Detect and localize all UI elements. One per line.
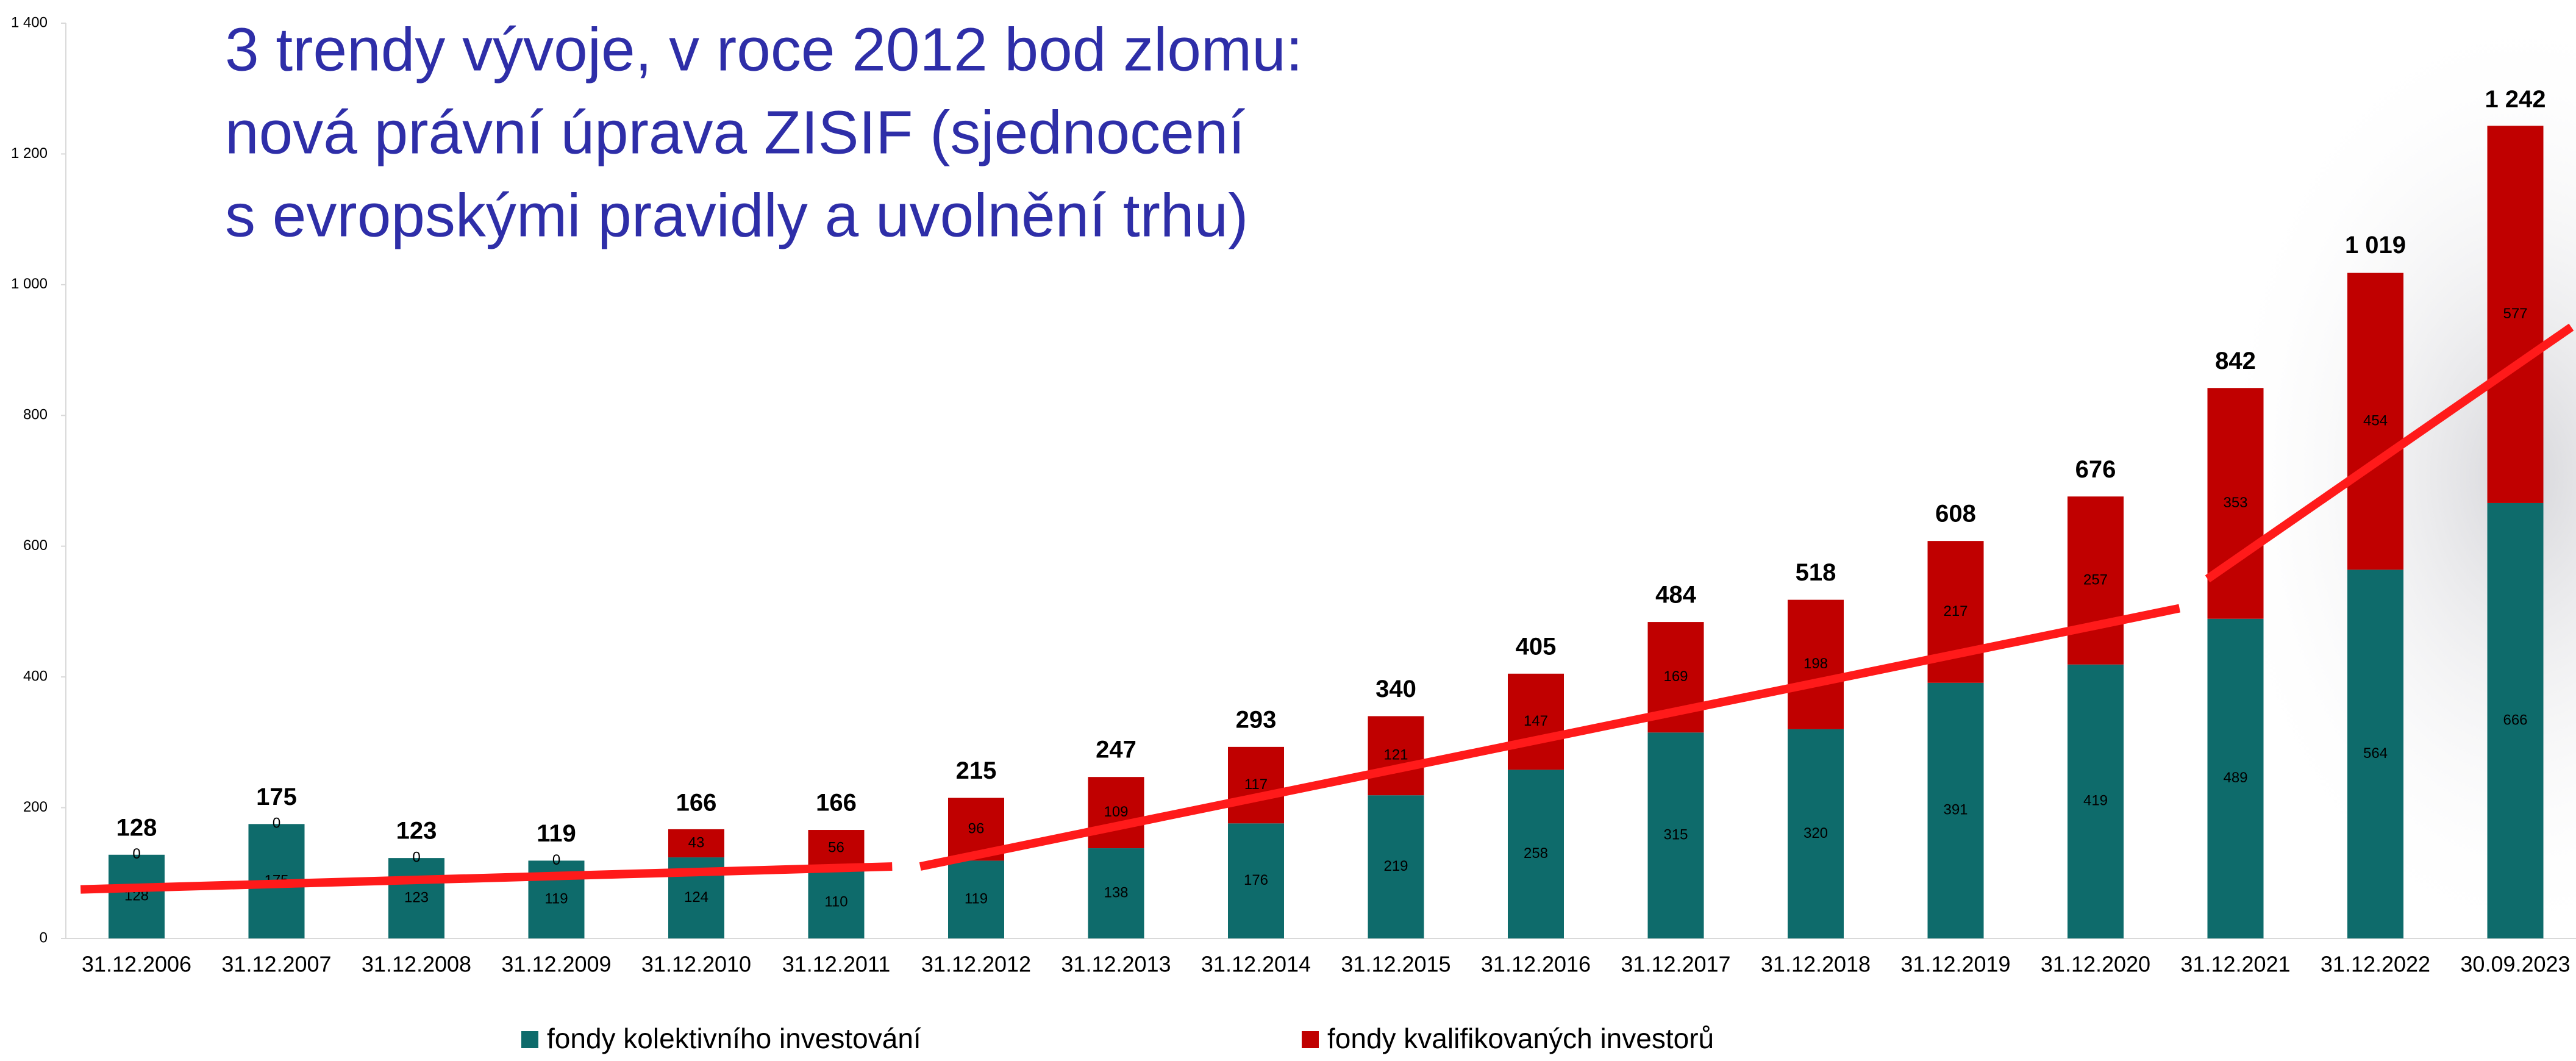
x-tick-label: 31.12.2018	[1761, 952, 1871, 977]
segment-label: 666	[2503, 712, 2527, 728]
x-tick-label: 31.12.2014	[1201, 952, 1311, 977]
segment-label: 320	[1804, 825, 1828, 841]
x-tick-label: 31.12.2009	[501, 952, 611, 977]
y-tick-label: 1 400	[11, 14, 48, 30]
segment-label: 577	[2503, 305, 2527, 322]
chart: 0 200 400 600 800 1 000 1 200 1 400 3 trendy výv…	[0, 0, 2576, 1058]
total-label: 608	[1935, 501, 1976, 527]
segment-label: 138	[1104, 884, 1128, 901]
segment-label: 121	[1383, 747, 1408, 763]
legend-swatch	[1302, 1031, 1319, 1048]
total-label: 518	[1796, 559, 1836, 586]
segment-label: 219	[1383, 858, 1408, 874]
y-tick-label: 400	[23, 668, 48, 684]
total-label: 676	[2075, 456, 2116, 483]
y-tick-label: 600	[23, 537, 48, 554]
segment-label: 0	[412, 849, 420, 865]
chart-title: s evropskými pravidly a uvolnění trhu)	[225, 181, 1248, 249]
y-tick-label: 800	[23, 407, 48, 423]
segment-label: 169	[1663, 668, 1688, 685]
total-label: 484	[1655, 582, 1696, 609]
segment-label: 454	[2363, 412, 2388, 429]
total-label: 128	[116, 814, 157, 841]
segment-label: 109	[1104, 804, 1128, 820]
y-tick-label: 0	[40, 929, 48, 946]
total-label: 247	[1096, 737, 1136, 763]
x-tick-label: 31.12.2010	[641, 952, 751, 977]
x-tick-label: 31.12.2015	[1341, 952, 1450, 977]
total-label: 405	[1516, 633, 1557, 660]
total-label: 340	[1375, 676, 1416, 702]
total-label: 175	[256, 784, 297, 810]
total-label: 166	[816, 790, 857, 816]
total-label: 842	[2215, 348, 2256, 374]
total-label: 1 019	[2345, 232, 2406, 259]
x-tick-label: 31.12.2020	[2041, 952, 2150, 977]
total-label: 166	[676, 790, 717, 816]
segment-label: 0	[273, 815, 280, 832]
segment-label: 147	[1524, 713, 1548, 729]
x-tick-label: 31.12.2006	[82, 952, 191, 977]
x-tick-label: 31.12.2016	[1481, 952, 1591, 977]
x-tick-label: 31.12.2007	[221, 952, 331, 977]
segment-label: 96	[968, 820, 985, 837]
segment-label: 110	[824, 893, 847, 910]
y-tick-label: 1 000	[11, 276, 48, 292]
x-tick-label: 31.12.2019	[1900, 952, 2010, 977]
x-tick-label: 31.12.2008	[362, 952, 471, 977]
x-tick-label: 31.12.2022	[2321, 952, 2430, 977]
segment-label: 124	[684, 889, 708, 906]
segment-label: 258	[1524, 845, 1548, 862]
chart-title: 3 trendy vývoje, v roce 2012 bod zlomu:	[225, 15, 1303, 84]
segment-label: 391	[1943, 802, 1968, 818]
segment-label: 123	[404, 889, 429, 906]
chart-title: nová právní úprava ZISIF (sjednocení	[225, 98, 1245, 166]
x-tick-label: 31.12.2012	[921, 952, 1031, 977]
segment-label: 489	[2223, 770, 2247, 786]
x-tick-label: 31.12.2011	[782, 952, 891, 977]
segment-label: 353	[2223, 495, 2247, 511]
segment-label: 198	[1804, 656, 1828, 672]
legend-swatch	[521, 1031, 538, 1048]
total-label: 1 242	[2485, 86, 2546, 113]
segment-label: 217	[1943, 603, 1968, 620]
segment-label: 315	[1663, 826, 1688, 843]
segment-label: 117	[1244, 776, 1268, 793]
total-label: 123	[396, 818, 437, 845]
legend-label: fondy kolektivního investování	[547, 1023, 921, 1054]
y-tick-label: 200	[23, 799, 48, 815]
segment-label: 43	[688, 834, 705, 851]
segment-label: 56	[828, 839, 844, 856]
segment-label: 419	[2083, 793, 2108, 809]
x-tick-label: 31.12.2013	[1061, 952, 1171, 977]
segment-label: 257	[2083, 571, 2108, 588]
trend-line	[80, 866, 892, 890]
x-tick-label: 31.12.2021	[2180, 952, 2290, 977]
segment-label: 0	[132, 846, 140, 862]
total-label: 119	[537, 820, 576, 847]
y-tick-label: 1 200	[11, 145, 48, 162]
legend-label: fondy kvalifikovaných investorů	[1327, 1023, 1714, 1054]
x-tick-label: 30.09.2023	[2460, 952, 2570, 977]
total-label: 293	[1236, 706, 1277, 733]
segment-label: 176	[1244, 872, 1268, 888]
segment-label: 119	[965, 891, 988, 907]
page: {"chart_data":{"type":"stacked-bar", "ti…	[0, 0, 2576, 1058]
segment-label: 0	[552, 852, 560, 868]
segment-label: 564	[2363, 745, 2388, 762]
segment-label: 119	[544, 891, 568, 907]
x-tick-label: 31.12.2017	[1621, 952, 1730, 977]
total-label: 215	[956, 757, 997, 784]
